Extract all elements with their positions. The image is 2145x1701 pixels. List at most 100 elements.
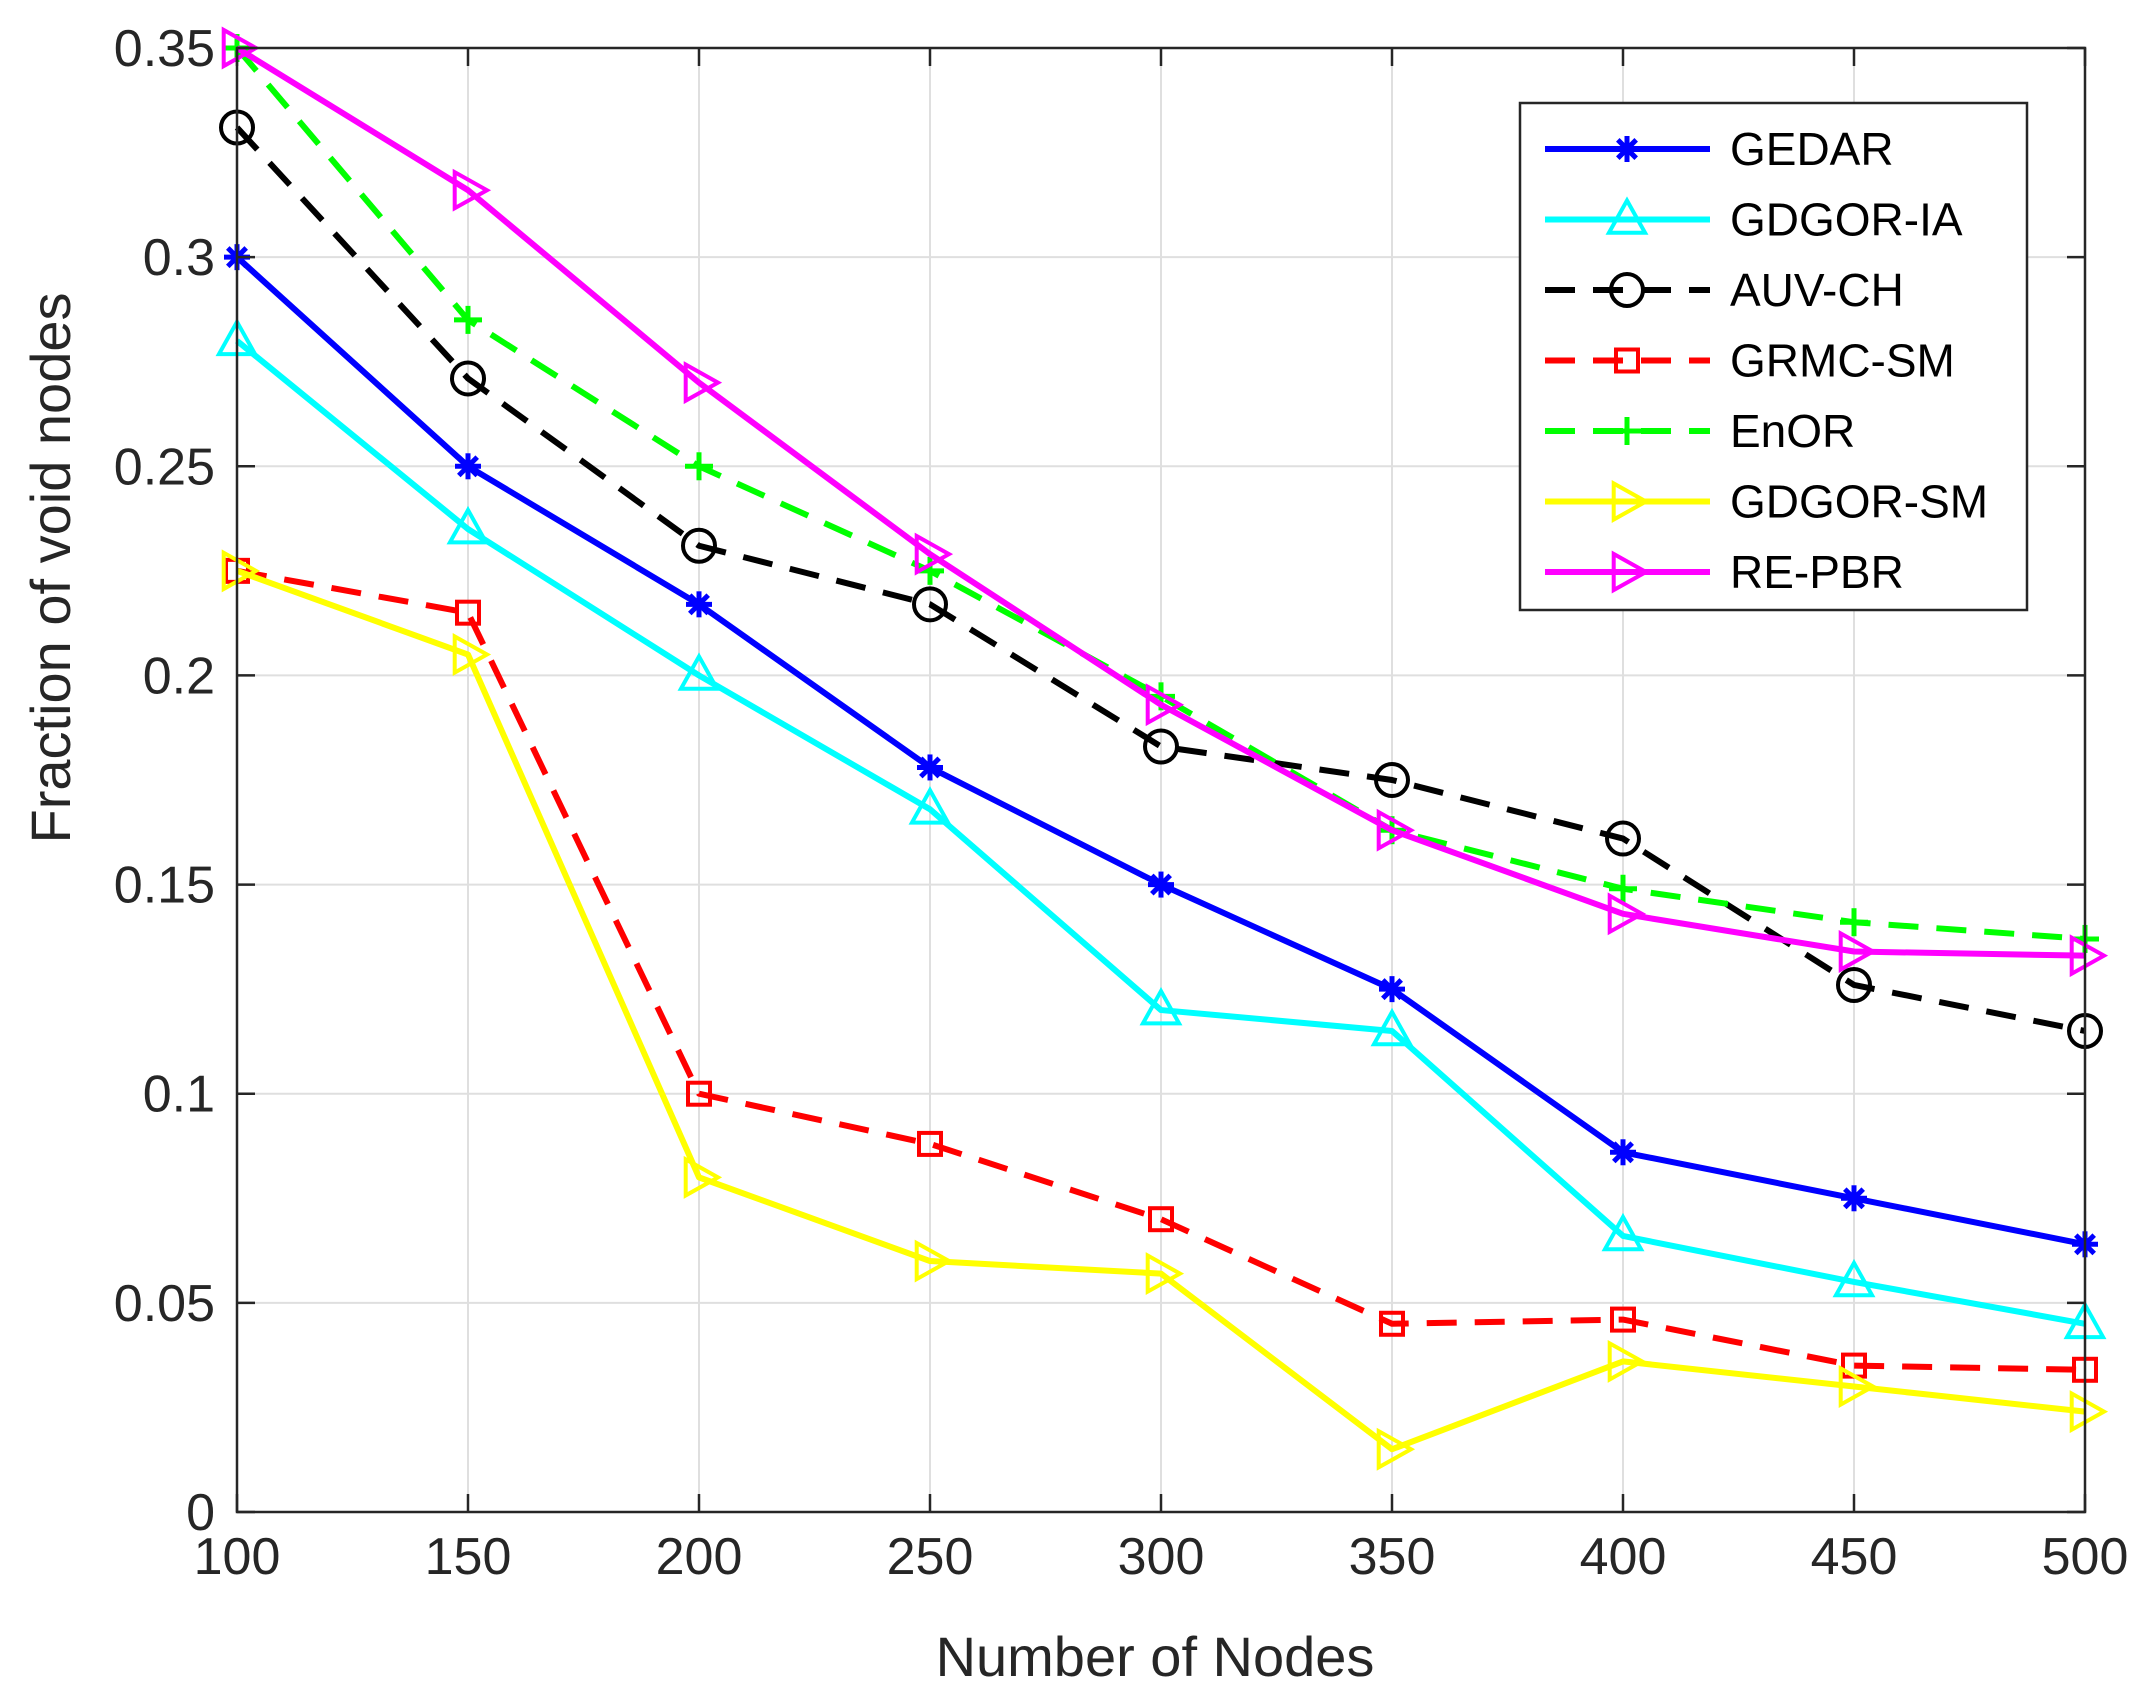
data-point: [1145, 683, 1185, 727]
data-point: [2069, 934, 2109, 978]
data-point: [917, 754, 943, 781]
legend-label: RE-PBR: [1730, 546, 1904, 598]
data-point: [452, 633, 492, 676]
data-point: [1605, 196, 1649, 235]
x-axis-label: Number of Nodes: [936, 1625, 1375, 1688]
data-point: [1838, 930, 1878, 973]
data-point: [1148, 1206, 1174, 1233]
legend-label: GDGOR-IA: [1730, 194, 1963, 246]
data-point: [1139, 986, 1183, 1026]
data-point: [1145, 1252, 1185, 1296]
data-point: [686, 1080, 712, 1107]
series-line: [235, 568, 2086, 1453]
x-tick-label: 250: [887, 1528, 974, 1586]
x-tick-label: 400: [1580, 1528, 1667, 1586]
data-point: [908, 786, 952, 825]
data-point: [446, 505, 490, 545]
legend-entry: AUV-CH: [1545, 264, 1904, 316]
legend-label: AUV-CH: [1730, 264, 1904, 316]
data-point: [455, 599, 481, 626]
data-point: [450, 360, 486, 397]
data-point: [1832, 1258, 1876, 1298]
x-tick-label: 300: [1118, 1528, 1205, 1586]
series-line: [235, 338, 2086, 1327]
series-re-pbr: [221, 26, 2109, 978]
data-point: [677, 652, 721, 691]
data-point: [917, 1130, 943, 1157]
data-point: [1143, 728, 1179, 765]
data-point: [221, 549, 261, 593]
legend-entry: GDGOR-IA: [1545, 194, 1963, 246]
y-tick-label: 0.05: [114, 1275, 215, 1333]
series-gdgor-sm: [221, 549, 2109, 1471]
data-point: [681, 527, 717, 564]
legend-label: GEDAR: [1730, 123, 1894, 175]
data-point: [1370, 1007, 1414, 1047]
data-point: [452, 168, 492, 212]
data-point: [1610, 1306, 1636, 1333]
series-line: [235, 45, 2086, 959]
legend-entry: GRMC-SM: [1545, 335, 1955, 387]
x-tick-label: 100: [194, 1528, 281, 1586]
data-point: [1379, 1310, 1405, 1337]
legend-entry: RE-PBR: [1545, 546, 1904, 598]
data-point: [1148, 871, 1174, 898]
data-point: [1609, 874, 1637, 903]
data-point: [683, 1155, 723, 1199]
series-gdgor-ia: [215, 317, 2107, 1340]
y-tick-label: 0.3: [143, 229, 215, 287]
series-layer: [215, 26, 2109, 1471]
legend-entry: EnOR: [1545, 405, 1855, 457]
data-point: [455, 453, 481, 480]
data-point: [1838, 1365, 1878, 1408]
data-point: [1607, 1339, 1647, 1383]
data-point: [1840, 908, 1868, 937]
legend-entry: GDGOR-SM: [1545, 476, 1988, 528]
data-point: [685, 452, 713, 481]
data-point: [914, 1239, 954, 1283]
data-point: [1607, 892, 1647, 936]
data-point: [1376, 808, 1416, 852]
data-point: [914, 532, 954, 576]
data-point: [1614, 136, 1640, 162]
tick-labels: 100 150 200 250 300 350 400 450 500 0 0.05 0.1 0.15 0…: [114, 20, 2129, 1586]
y-tick-label: 0.1: [143, 1066, 215, 1124]
data-point: [454, 305, 482, 334]
legend: GEDAR GDGOR-IA AUV-CH GRMC-SM EnOR GDGOR-SM RE…: [1518, 101, 2029, 612]
y-tick-label: 0.2: [143, 647, 215, 705]
x-tick-label: 500: [2042, 1528, 2129, 1586]
series-line: [234, 46, 2086, 942]
data-point: [2069, 1390, 2109, 1434]
series-line: [236, 567, 2086, 1373]
data-point: [1605, 820, 1641, 857]
data-point: [1836, 966, 1872, 1003]
data-point: [683, 361, 723, 405]
data-point: [221, 26, 261, 70]
data-point: [1841, 1185, 1867, 1212]
y-tick-label: 0.15: [114, 857, 215, 915]
legend-label: GDGOR-SM: [1730, 476, 1988, 528]
x-tick-label: 450: [1811, 1528, 1898, 1586]
x-tick-label: 150: [425, 1528, 512, 1586]
plot-frame: [235, 46, 2087, 1514]
x-tick-label: 200: [656, 1528, 743, 1586]
legend-label: EnOR: [1730, 405, 1855, 457]
legend-label: GRMC-SM: [1730, 335, 1955, 387]
data-point: [1613, 417, 1641, 445]
data-point: [1611, 480, 1651, 523]
data-point: [1614, 347, 1640, 374]
data-point: [1379, 976, 1405, 1003]
data-point: [1601, 1212, 1645, 1252]
y-axis-label: Fraction of void nodes: [19, 293, 82, 844]
legend-entry: GEDAR: [1545, 123, 1894, 175]
data-point: [1611, 550, 1651, 594]
y-tick-label: 0: [186, 1484, 215, 1542]
data-point: [912, 586, 948, 623]
data-point: [1610, 1139, 1636, 1166]
data-point: [1609, 272, 1645, 308]
legend-box: [1518, 101, 2029, 612]
y-tick-label: 0.25: [114, 438, 215, 496]
data-point: [686, 591, 712, 618]
x-tick-label: 350: [1349, 1528, 1436, 1586]
